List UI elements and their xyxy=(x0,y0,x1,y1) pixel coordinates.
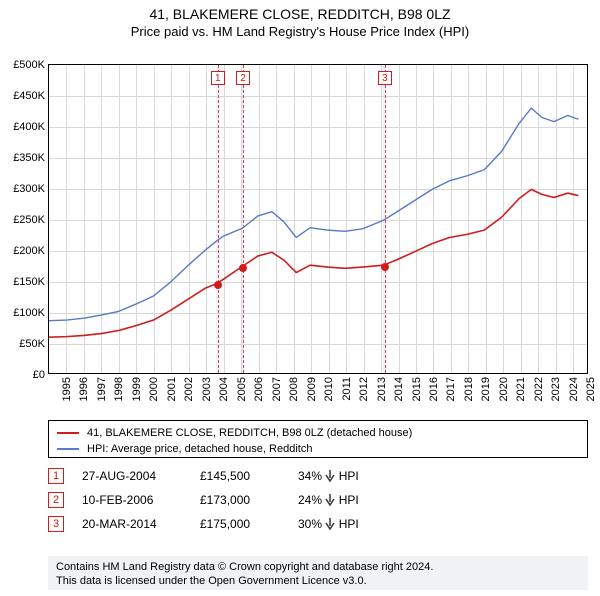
series-property xyxy=(49,189,578,337)
sale-index-box: 3 xyxy=(48,516,64,532)
x-axis-tick: 2004 xyxy=(219,377,231,401)
x-axis-tick: 1995 xyxy=(61,377,73,401)
legend-label: 41, BLAKEMERE CLOSE, REDDITCH, B98 0LZ (… xyxy=(87,425,412,441)
x-axis-tick: 2001 xyxy=(166,377,178,401)
x-axis-tick: 2010 xyxy=(323,377,335,401)
marker-box: 1 xyxy=(211,71,225,85)
x-axis-tick: 2015 xyxy=(411,377,423,401)
x-axis-tick: 2019 xyxy=(481,377,493,401)
x-axis-tick: 2023 xyxy=(551,377,563,401)
legend-swatch xyxy=(57,448,79,450)
x-axis-tick: 2007 xyxy=(271,377,283,401)
sale-row: 1 27-AUG-2004 £145,500 34% HPI xyxy=(48,468,359,484)
sale-index-box: 2 xyxy=(48,492,64,508)
legend-swatch xyxy=(57,432,79,434)
y-axis-tick: £500K xyxy=(13,59,49,71)
y-axis-tick: £400K xyxy=(13,121,49,133)
footer-line: This data is licensed under the Open Gov… xyxy=(56,574,580,588)
sale-price: £145,500 xyxy=(200,469,280,483)
x-axis-tick: 1998 xyxy=(114,377,126,401)
legend-item: HPI: Average price, detached house, Redd… xyxy=(57,441,579,457)
legend-label: HPI: Average price, detached house, Redd… xyxy=(87,441,312,457)
x-axis-tick: 2025 xyxy=(586,377,598,401)
x-axis-tick: 2009 xyxy=(306,377,318,401)
x-axis-tick: 2017 xyxy=(446,377,458,401)
down-arrow-icon xyxy=(325,518,335,530)
y-axis-tick: £100K xyxy=(13,307,49,319)
series-hpi xyxy=(49,108,578,321)
sale-row: 3 20-MAR-2014 £175,000 30% HPI xyxy=(48,516,359,532)
x-axis-tick: 2000 xyxy=(149,377,161,401)
sale-diff: 30% HPI xyxy=(298,517,359,531)
marker-box: 3 xyxy=(378,71,392,85)
chart-lines xyxy=(49,65,587,373)
marker-box: 2 xyxy=(236,71,250,85)
x-axis-tick: 1997 xyxy=(96,377,108,401)
y-axis-tick: £0 xyxy=(33,369,49,381)
marker-point xyxy=(214,281,222,289)
y-axis-tick: £450K xyxy=(13,90,49,102)
x-axis-tick: 2003 xyxy=(201,377,213,401)
x-axis-tick: 2006 xyxy=(253,377,265,401)
sales-table: 1 27-AUG-2004 £145,500 34% HPI 2 10-FEB-2006 £… xyxy=(48,468,359,540)
x-axis-tick: 1999 xyxy=(131,377,143,401)
sale-price: £175,000 xyxy=(200,517,280,531)
x-axis-tick: 2012 xyxy=(358,377,370,401)
x-axis-tick: 2008 xyxy=(288,377,300,401)
chart-title: 41, BLAKEMERE CLOSE, REDDITCH, B98 0LZ xyxy=(0,6,600,22)
y-axis-tick: £50K xyxy=(19,338,49,350)
legend-item: 41, BLAKEMERE CLOSE, REDDITCH, B98 0LZ (… xyxy=(57,425,579,441)
y-axis-tick: £150K xyxy=(13,276,49,288)
sale-date: 10-FEB-2006 xyxy=(82,493,182,507)
chart-subtitle: Price paid vs. HM Land Registry's House … xyxy=(0,24,600,39)
y-axis-tick: £300K xyxy=(13,183,49,195)
marker-point xyxy=(239,264,247,272)
x-axis-tick: 2018 xyxy=(463,377,475,401)
down-arrow-icon xyxy=(325,470,335,482)
y-axis-tick: £200K xyxy=(13,245,49,257)
x-axis-tick: 2011 xyxy=(340,377,352,401)
x-axis-tick: 2020 xyxy=(498,377,510,401)
x-axis-tick: 1996 xyxy=(79,377,91,401)
x-axis-tick: 2002 xyxy=(184,377,196,401)
marker-point xyxy=(381,263,389,271)
x-axis-tick: 2014 xyxy=(393,377,405,401)
legend: 41, BLAKEMERE CLOSE, REDDITCH, B98 0LZ (… xyxy=(48,420,588,458)
sale-price: £173,000 xyxy=(200,493,280,507)
sale-date: 20-MAR-2014 xyxy=(82,517,182,531)
sale-row: 2 10-FEB-2006 £173,000 24% HPI xyxy=(48,492,359,508)
x-axis-tick: 2024 xyxy=(568,377,580,401)
y-axis-tick: £350K xyxy=(13,152,49,164)
y-axis-tick: £250K xyxy=(13,214,49,226)
footer-line: Contains HM Land Registry data © Crown c… xyxy=(56,560,580,574)
sale-index-box: 1 xyxy=(48,468,64,484)
sale-diff: 34% HPI xyxy=(298,469,359,483)
chart-plot-area: £0£50K£100K£150K£200K£250K£300K£350K£400… xyxy=(48,64,588,374)
x-axis-tick: 2022 xyxy=(533,377,545,401)
x-axis-tick: 2021 xyxy=(516,377,528,401)
x-axis-tick: 2005 xyxy=(236,377,248,401)
x-axis-tick: 2013 xyxy=(376,377,388,401)
x-axis-tick: 2016 xyxy=(428,377,440,401)
sale-diff: 24% HPI xyxy=(298,493,359,507)
sale-date: 27-AUG-2004 xyxy=(82,469,182,483)
down-arrow-icon xyxy=(325,494,335,506)
footer-attribution: Contains HM Land Registry data © Crown c… xyxy=(48,556,588,590)
